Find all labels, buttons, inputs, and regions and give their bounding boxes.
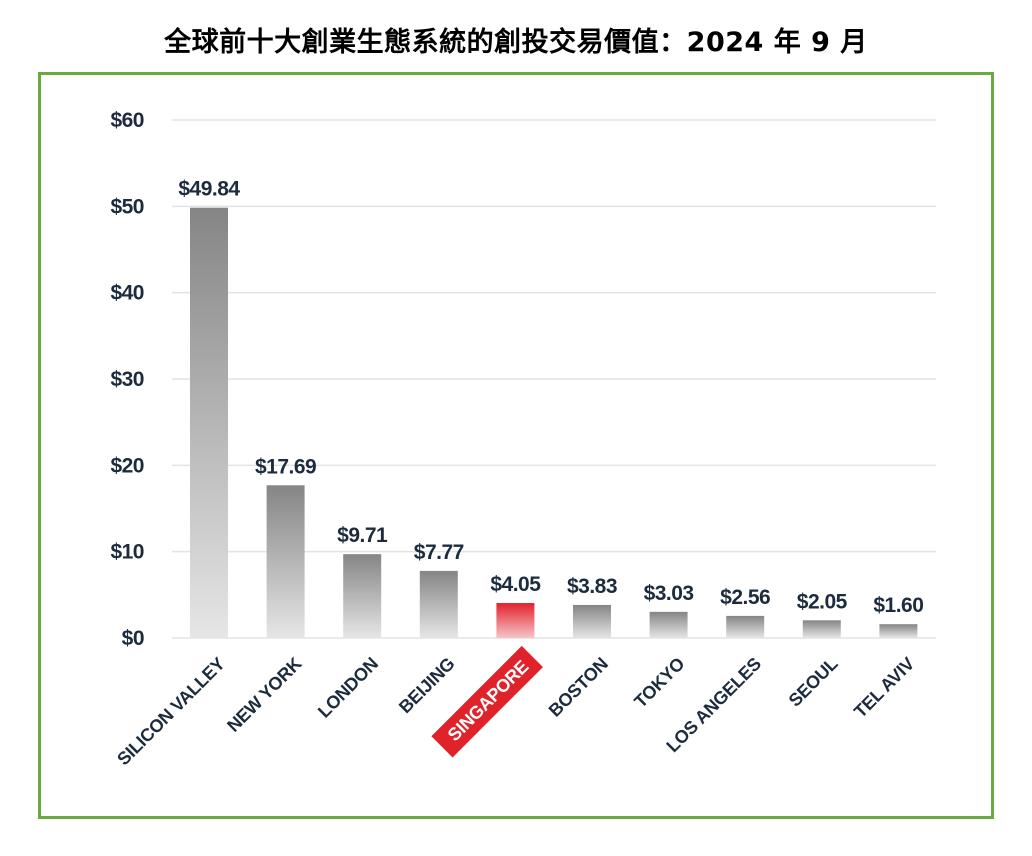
- x-tick-label: TEL AVIV: [850, 653, 918, 721]
- x-tick-tel-aviv: TEL AVIV: [850, 653, 918, 721]
- value-label: $7.77: [414, 541, 464, 564]
- bar-los-angeles: [726, 615, 765, 638]
- x-tick-label: NEW YORK: [223, 653, 305, 735]
- bar-singapore: [496, 603, 535, 638]
- value-label: $2.05: [797, 590, 848, 613]
- x-tick-boston: BOSTON: [545, 654, 612, 721]
- x-tick-label: BEIJING: [395, 654, 459, 718]
- x-tick-label: TOKYO: [630, 653, 688, 711]
- x-tick-beijing: BEIJING: [395, 654, 459, 718]
- bar-silicon-valley: [190, 207, 228, 638]
- x-tick-seoul: SEOUL: [785, 653, 842, 710]
- value-label: $49.84: [178, 178, 240, 201]
- x-tick-new-york: NEW YORK: [223, 653, 305, 735]
- bar-new-york: [266, 485, 305, 638]
- value-label: $9.71: [337, 524, 388, 547]
- bar-seoul: [802, 620, 841, 638]
- x-tick-silicon-valley: SILICON VALLEY: [113, 653, 229, 769]
- x-tick-label: LONDON: [314, 654, 382, 722]
- x-tick-label: SINGAPORE: [444, 656, 533, 745]
- x-tick-london: LONDON: [314, 654, 382, 722]
- bar-tel-aviv: [879, 624, 918, 638]
- value-label: $1.60: [873, 594, 923, 617]
- x-tick-tokyo: TOKYO: [630, 653, 688, 711]
- value-label: $3.83: [567, 575, 617, 598]
- y-tick-label: $10: [110, 541, 144, 564]
- x-tick-label: SILICON VALLEY: [113, 653, 229, 769]
- y-tick-label: $40: [110, 282, 144, 305]
- bars: [190, 207, 918, 638]
- value-label: $2.56: [720, 586, 770, 609]
- bar-tokyo: [649, 611, 688, 638]
- chart-title: 全球前十大創業生態系統的創投交易價值：2024 年 9 月: [164, 27, 868, 58]
- value-label: $17.69: [255, 455, 316, 478]
- y-tick-label: $20: [110, 454, 144, 477]
- value-labels: $49.84 $17.69 $9.71 $7.77 $4.05 $3.83 $3.03 $2.…: [178, 178, 924, 617]
- bar-beijing: [419, 570, 458, 638]
- x-tick-label: BOSTON: [545, 654, 612, 721]
- highlight-label-background: [431, 645, 543, 758]
- value-label: $4.05: [490, 573, 541, 596]
- y-tick-label: $0: [122, 627, 144, 650]
- y-tick-label: $60: [110, 109, 144, 132]
- value-label: $3.03: [644, 582, 694, 605]
- y-tick-label: $50: [110, 195, 144, 218]
- y-axis-ticks: $0 $10 $20 $30 $40 $50 $60: [110, 109, 144, 650]
- bar-london: [343, 554, 382, 638]
- x-tick-label: SEOUL: [785, 653, 842, 710]
- bar-boston: [573, 604, 611, 638]
- y-tick-label: $30: [110, 368, 144, 391]
